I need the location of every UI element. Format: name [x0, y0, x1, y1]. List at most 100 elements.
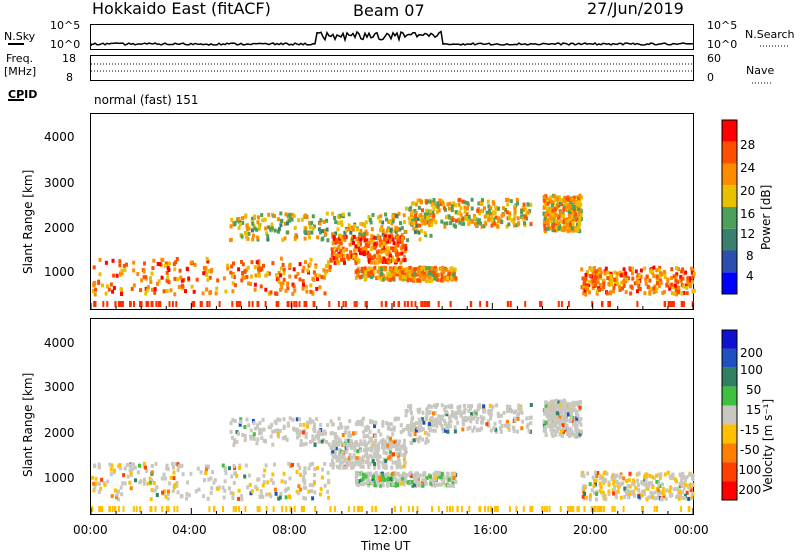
velocity-ground-cell	[530, 506, 532, 512]
power-echo-cell	[379, 277, 383, 281]
power-echo-cell	[652, 265, 656, 270]
velocity-echo-cell	[516, 414, 519, 419]
velocity-echo-cell	[279, 491, 283, 496]
power-echo-cell	[413, 230, 417, 235]
velocity-echo-cell	[347, 438, 351, 443]
power-echo-cell	[655, 274, 659, 279]
power-echo-cell	[366, 244, 370, 249]
power-echo-cell	[111, 258, 115, 263]
velocity-echo-cell	[327, 442, 331, 447]
power-echo-cell	[404, 229, 408, 234]
velocity-echo-cell	[681, 495, 685, 500]
power-echo-cell	[373, 265, 377, 270]
power-echo-cell	[112, 286, 116, 290]
velocity-echo-cell	[171, 465, 175, 470]
velocity-echo-cell	[517, 411, 520, 416]
velocity-echo-cell	[433, 476, 437, 480]
velocity-echo-cell	[431, 480, 435, 485]
power-ground-cell	[353, 301, 356, 307]
velocity-echo-cell	[403, 479, 406, 484]
power-echo-cell	[494, 215, 498, 220]
velocity-echo-cell	[429, 481, 433, 486]
power-echo-cell	[657, 268, 661, 273]
power-echo-cell	[400, 270, 404, 275]
velocity-echo-cell	[461, 427, 465, 432]
power-echo-cell	[675, 272, 679, 277]
velocity-echo-cell	[543, 425, 547, 430]
power-echo-cell	[233, 283, 237, 288]
power-echo-cell	[286, 286, 290, 291]
power-echo-cell	[411, 201, 415, 206]
nave-top-tick: 60	[707, 52, 721, 65]
power-echo-cell	[470, 197, 474, 202]
power-echo-cell	[340, 220, 343, 225]
velocity-echo-cell	[424, 417, 428, 422]
power-echo-cell	[341, 246, 345, 251]
power-echo-cell	[361, 222, 365, 227]
velocity-echo-cell	[558, 420, 561, 425]
power-ground-cell	[155, 301, 158, 307]
velocity-echo-cell	[393, 471, 397, 476]
power-echo-cell	[609, 291, 612, 296]
velocity-echo-cell	[351, 442, 355, 446]
power-echo-cell	[364, 271, 367, 276]
velocity-echo-cell	[452, 483, 455, 488]
velocity-echo-cell	[153, 488, 157, 493]
power-echo-cell	[398, 227, 402, 232]
power-echo-cell	[384, 276, 388, 281]
power-echo-cell	[543, 216, 547, 221]
power-ground-cell	[664, 301, 667, 307]
velocity-echo-cell	[432, 423, 436, 428]
velocity-echo-cell	[308, 483, 312, 487]
power-echo-cell	[309, 289, 313, 294]
power-echo-cell	[386, 239, 389, 244]
velocity-echo-cell	[385, 451, 389, 456]
velocity-echo-cell	[499, 429, 503, 434]
power-echo-cell	[648, 290, 652, 295]
power-echo-cell	[655, 287, 659, 292]
power-ground-cell	[410, 301, 413, 307]
velocity-echo-cell	[258, 431, 261, 436]
velocity-echo-cell	[390, 465, 394, 470]
velocity-ground-cell	[208, 506, 211, 512]
power-ground-cell	[121, 301, 124, 307]
velocity-echo-cell	[598, 481, 602, 486]
velocity-echo-cell	[643, 475, 647, 480]
power-echo-cell	[478, 211, 482, 216]
velocity-echo-cell	[160, 476, 164, 481]
velocity-echo-cell	[238, 466, 242, 470]
velocity-echo-cell	[647, 495, 651, 500]
velocity-echo-cell	[467, 408, 471, 413]
power-ground-cell	[449, 301, 452, 307]
velocity-echo-cell	[342, 465, 346, 470]
power-echo-cell	[682, 291, 686, 295]
power-echo-cell	[629, 291, 633, 296]
power-echo-cell	[254, 273, 258, 278]
power-echo-cell	[408, 265, 412, 270]
velocity-echo-cell	[243, 425, 247, 429]
velocity-ground-cell	[301, 506, 304, 512]
velocity-echo-cell	[97, 465, 101, 470]
velocity-echo-cell	[331, 449, 335, 454]
power-echo-cell	[262, 263, 265, 268]
velocity-echo-cell	[278, 417, 282, 422]
power-echo-cell	[326, 238, 330, 243]
velocity-echo-cell	[298, 472, 302, 477]
velocity-echo-cell	[413, 482, 417, 487]
power-echo-cell	[279, 256, 283, 261]
velocity-echo-cell	[213, 478, 217, 483]
power-echo-cell	[658, 274, 662, 278]
velocity-echo-cell	[415, 483, 418, 488]
power-echo-cell	[260, 213, 264, 218]
power-echo-cell	[595, 291, 599, 296]
power-echo-cell	[546, 212, 550, 217]
power-echo-cell	[571, 223, 575, 228]
velocity-echo-cell	[412, 438, 416, 443]
power-echo-cell	[591, 272, 595, 277]
velocity-echo-cell	[259, 489, 263, 494]
velocity-echo-cell	[370, 481, 374, 486]
power-echo-cell	[364, 276, 368, 281]
velocity-echo-cell	[446, 483, 450, 488]
power-echo-cell	[596, 280, 600, 285]
velocity-echo-cell	[340, 460, 344, 465]
